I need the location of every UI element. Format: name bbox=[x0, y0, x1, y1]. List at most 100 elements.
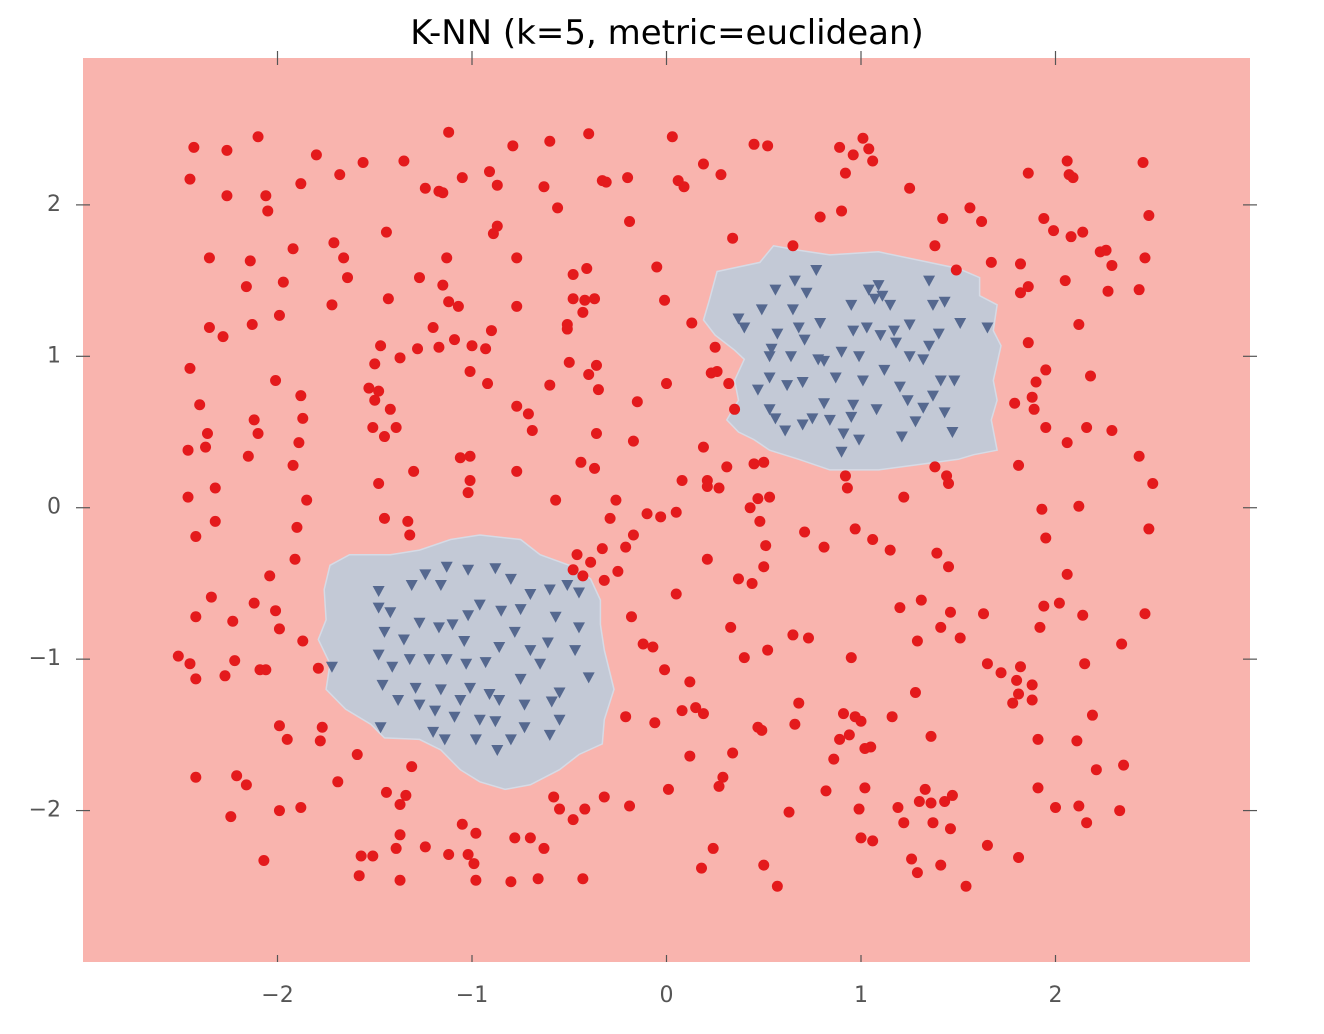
point bbox=[532, 873, 544, 885]
point bbox=[818, 541, 830, 553]
point-triangle bbox=[917, 354, 930, 366]
point-triangle bbox=[504, 573, 517, 585]
point-triangle bbox=[464, 682, 477, 694]
point bbox=[659, 294, 671, 306]
point bbox=[598, 791, 610, 803]
point-triangle bbox=[837, 428, 850, 440]
point bbox=[590, 428, 602, 440]
point bbox=[355, 850, 367, 862]
point-triangle bbox=[765, 343, 778, 355]
point bbox=[326, 299, 338, 311]
point bbox=[227, 615, 239, 627]
point bbox=[454, 452, 466, 464]
point bbox=[270, 605, 282, 617]
point bbox=[839, 167, 851, 179]
x-tick-label: 0 bbox=[660, 983, 674, 1008]
point bbox=[240, 779, 252, 791]
point bbox=[709, 341, 721, 353]
point bbox=[221, 144, 233, 156]
point-triangle bbox=[504, 734, 517, 746]
point bbox=[1090, 764, 1102, 776]
point bbox=[314, 735, 326, 747]
point-triangle bbox=[845, 411, 858, 423]
point bbox=[419, 841, 431, 853]
point bbox=[684, 750, 696, 762]
point bbox=[624, 800, 636, 812]
point bbox=[567, 564, 579, 576]
point bbox=[406, 761, 418, 773]
point bbox=[1040, 532, 1052, 544]
point bbox=[567, 269, 579, 281]
point bbox=[886, 711, 898, 723]
point bbox=[301, 494, 313, 506]
point bbox=[273, 309, 285, 321]
x-tick-label: 1 bbox=[854, 983, 868, 1008]
point-triangle bbox=[376, 679, 389, 691]
point bbox=[859, 782, 871, 794]
point bbox=[260, 664, 272, 676]
point bbox=[382, 293, 394, 305]
decision-region bbox=[702, 244, 1002, 471]
point-triangle bbox=[378, 626, 391, 638]
point bbox=[620, 541, 632, 553]
point-triangle bbox=[763, 404, 776, 416]
point bbox=[524, 832, 536, 844]
point bbox=[659, 664, 671, 676]
point bbox=[357, 156, 369, 168]
point-triangle bbox=[534, 658, 547, 670]
point bbox=[419, 182, 431, 194]
point bbox=[915, 594, 927, 606]
point-triangle bbox=[479, 657, 492, 669]
point-triangle bbox=[847, 325, 860, 337]
plot-area bbox=[83, 58, 1250, 962]
point bbox=[1077, 226, 1089, 238]
point bbox=[404, 529, 416, 541]
point bbox=[627, 435, 639, 447]
point bbox=[334, 169, 346, 181]
point bbox=[363, 382, 375, 394]
point-triangle bbox=[786, 304, 799, 316]
point-triangle bbox=[325, 661, 338, 673]
point-triangle bbox=[569, 645, 582, 657]
point bbox=[468, 858, 480, 870]
point bbox=[762, 140, 774, 152]
y-tick-label: 0 bbox=[47, 495, 61, 520]
point bbox=[637, 638, 649, 650]
point bbox=[937, 213, 949, 225]
point-triangle bbox=[469, 734, 482, 746]
point-triangle bbox=[473, 714, 486, 726]
point-triangle bbox=[462, 610, 475, 622]
point bbox=[172, 650, 184, 662]
point bbox=[581, 262, 593, 274]
point bbox=[561, 323, 573, 335]
point bbox=[328, 237, 340, 249]
point bbox=[190, 771, 202, 783]
point bbox=[1073, 500, 1085, 512]
point bbox=[723, 378, 735, 390]
point bbox=[911, 635, 923, 647]
point bbox=[1040, 421, 1052, 433]
point-triangle bbox=[909, 416, 922, 428]
point bbox=[511, 252, 523, 264]
point-triangle bbox=[489, 563, 502, 575]
point-triangle bbox=[895, 431, 908, 443]
point bbox=[711, 365, 723, 377]
point bbox=[672, 175, 684, 187]
point bbox=[655, 511, 667, 523]
point bbox=[443, 296, 455, 308]
point bbox=[408, 465, 420, 477]
point-triangle bbox=[763, 372, 776, 384]
point bbox=[670, 506, 682, 518]
point bbox=[1147, 478, 1159, 490]
point bbox=[484, 166, 496, 178]
point bbox=[310, 149, 322, 161]
point bbox=[898, 491, 910, 503]
point bbox=[1086, 709, 1098, 721]
point-triangle bbox=[553, 714, 566, 726]
point-triangle bbox=[549, 611, 562, 623]
point bbox=[592, 384, 604, 396]
point bbox=[575, 456, 587, 468]
point bbox=[931, 547, 943, 559]
point-triangle bbox=[981, 322, 994, 334]
point-triangle bbox=[572, 587, 585, 599]
